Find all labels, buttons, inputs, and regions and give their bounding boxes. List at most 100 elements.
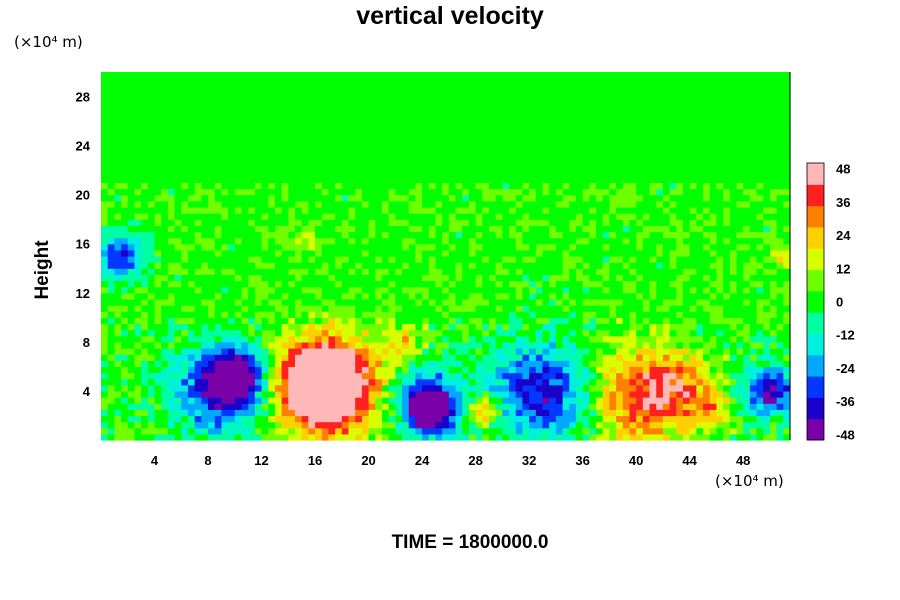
heatmap-cell: [442, 145, 450, 153]
heatmap-cell: [308, 378, 316, 386]
heatmap-cell: [529, 415, 537, 423]
heatmap-cell: [261, 194, 269, 202]
heatmap-cell: [743, 231, 751, 239]
heatmap-cell: [602, 237, 610, 245]
heatmap-cell: [315, 286, 323, 294]
heatmap-cell: [515, 188, 524, 196]
heatmap-cell: [402, 274, 410, 282]
heatmap-cell: [321, 182, 330, 190]
heatmap-cell: [569, 237, 577, 245]
heatmap-cell: [716, 200, 724, 208]
heatmap-cell: [502, 397, 510, 404]
heatmap-cell: [616, 335, 624, 343]
heatmap-cell: [408, 286, 416, 294]
heatmap-cell: [348, 274, 356, 282]
heatmap-cell: [274, 421, 283, 429]
heatmap-cell: [515, 200, 524, 208]
heatmap-cell: [462, 384, 470, 392]
heatmap-cell: [656, 415, 664, 423]
heatmap-cell: [622, 188, 631, 196]
heatmap-cell: [522, 225, 530, 233]
heatmap-cell: [562, 182, 570, 190]
heatmap-cell: [629, 225, 637, 233]
heatmap-cell: [415, 335, 423, 343]
heatmap-cell: [281, 341, 289, 349]
heatmap-cell: [167, 194, 176, 202]
heatmap-cell: [241, 354, 249, 361]
heatmap-cell: [656, 311, 664, 318]
heatmap-cell: [729, 268, 738, 275]
heatmap-cell: [495, 274, 503, 282]
heatmap-cell: [649, 421, 657, 429]
heatmap-cell: [361, 384, 370, 392]
heatmap-cell: [241, 305, 249, 312]
heatmap-cell: [783, 249, 791, 257]
heatmap-cell: [729, 421, 738, 429]
heatmap-cell: [662, 145, 671, 153]
heatmap-cell: [234, 274, 243, 282]
heatmap-cell: [502, 164, 510, 171]
heatmap-cell: [147, 421, 156, 429]
heatmap-cell: [241, 427, 249, 435]
heatmap-cell: [609, 182, 617, 190]
heatmap-cell: [167, 329, 176, 337]
heatmap-cell: [763, 145, 771, 153]
heatmap-cell: [582, 348, 590, 355]
heatmap-cell: [241, 280, 249, 288]
heatmap-cell: [254, 219, 263, 226]
heatmap-cell: [308, 176, 316, 183]
heatmap-cell: [422, 366, 430, 374]
heatmap-cell: [194, 286, 202, 294]
heatmap-cell: [348, 341, 356, 349]
heatmap-cell: [509, 415, 517, 423]
heatmap-cell: [395, 268, 403, 275]
heatmap-cell: [509, 164, 517, 171]
heatmap-cell: [214, 280, 223, 288]
heatmap-cell: [442, 176, 450, 183]
heatmap-cell: [248, 360, 256, 367]
heatmap-cell: [187, 317, 196, 325]
heatmap-cell: [609, 397, 617, 404]
heatmap-cell: [475, 384, 483, 392]
heatmap-cell: [422, 249, 430, 257]
heatmap-cell: [569, 151, 577, 159]
heatmap-cell: [455, 231, 463, 239]
heatmap-cell: [575, 348, 584, 355]
heatmap-cell: [495, 176, 503, 183]
heatmap-cell: [549, 348, 557, 355]
heatmap-cell: [709, 280, 718, 288]
heatmap-cell: [696, 305, 704, 312]
heatmap-cell: [274, 397, 283, 404]
heatmap-cell: [361, 433, 370, 441]
heatmap-cell: [582, 225, 590, 233]
heatmap-cell: [187, 157, 196, 165]
heatmap-cell: [141, 280, 149, 288]
heatmap-cell: [107, 157, 115, 165]
heatmap-cell: [669, 323, 677, 331]
heatmap-cell: [749, 219, 758, 226]
heatmap-cell: [649, 151, 657, 159]
heatmap-cell: [542, 237, 550, 245]
heatmap-cell: [723, 409, 731, 417]
heatmap-cell: [328, 164, 336, 171]
heatmap-cell: [381, 348, 390, 355]
heatmap-cell: [482, 225, 490, 233]
heatmap-cell: [147, 311, 156, 318]
heatmap-cell: [462, 274, 470, 282]
heatmap-cell: [234, 305, 243, 312]
heatmap-cell: [535, 286, 544, 294]
heatmap-cell: [315, 262, 323, 269]
heatmap-cell: [268, 194, 276, 202]
heatmap-cell: [656, 237, 664, 245]
heatmap-cell: [455, 225, 463, 233]
heatmap-cell: [448, 317, 457, 325]
heatmap-cell: [783, 157, 791, 165]
heatmap-cell: [482, 384, 490, 392]
heatmap-cell: [763, 170, 771, 177]
heatmap-cell: [375, 372, 383, 380]
heatmap-cell: [616, 409, 624, 417]
heatmap-cell: [375, 176, 383, 183]
heatmap-cell: [127, 219, 136, 226]
heatmap-cell: [234, 415, 243, 423]
heatmap-cell: [502, 194, 510, 202]
